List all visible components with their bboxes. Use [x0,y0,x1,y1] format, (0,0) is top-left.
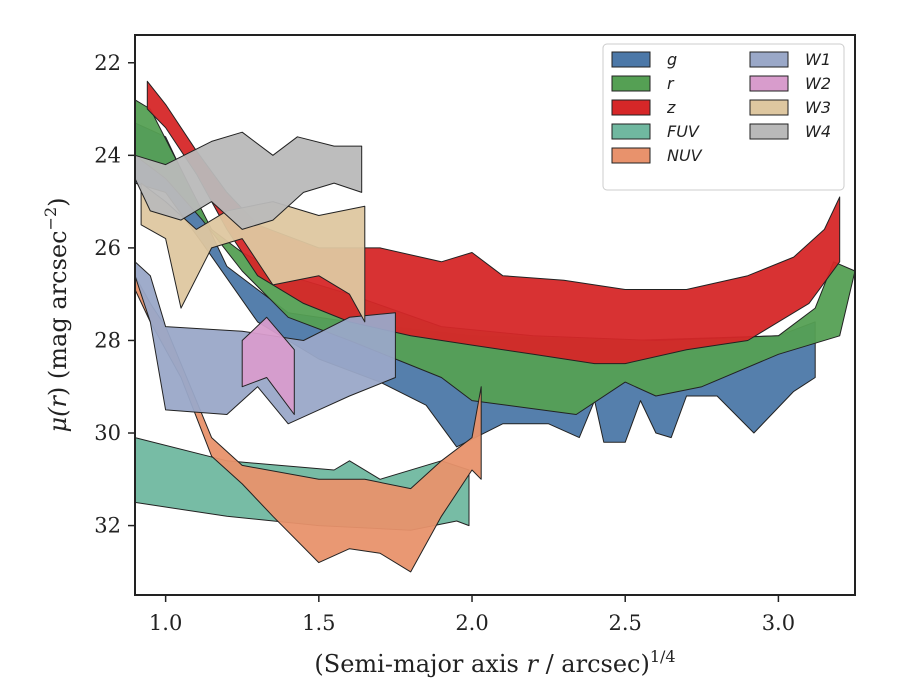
y-tick-label: 30 [94,421,121,445]
legend-swatch-r [611,75,651,92]
data-bands [134,80,856,573]
y-tick-label: 32 [94,514,121,538]
y-tick-label: 28 [94,328,121,352]
legend-label-w4: W4 [805,122,831,141]
x-tick-label: 2.0 [455,611,488,635]
y-axis: 22 24 26 28 30 32 [94,51,135,538]
y-tick-label: 22 [94,51,121,75]
x-tick-label: 2.5 [609,611,642,635]
legend: grz FUV NUV W1 W2 W3 W4 [602,43,845,191]
legend-swatch-g [611,51,651,68]
legend-swatch-w2 [749,75,789,92]
band-w3 [140,182,366,323]
x-tick-label: 1.5 [302,611,335,635]
legend-swatch-z [611,99,651,116]
y-tick-label: 26 [94,236,121,260]
band-nuv [134,275,482,573]
legend-swatch-fuv [611,123,651,140]
legend-label-r: r [667,74,675,93]
band-w4 [134,131,363,230]
plot-frame [134,34,856,596]
legend-label-w1: W1 [805,50,831,69]
legend-label-fuv: FUV [667,122,700,141]
legend-label-z: z [666,98,676,117]
legend-label-w2: W2 [805,74,831,93]
legend-swatch-w1 [749,51,789,68]
legend-label-nuv: NUV [667,146,703,165]
x-tick-label: 3.0 [762,611,795,635]
x-axis: 1.0 1.5 2.0 2.5 3.0 [149,595,795,635]
legend-swatch-w4 [749,123,789,140]
band-w2 [241,316,295,415]
x-tick-label: 1.0 [149,611,182,635]
x-axis-label: (Semi-major axis r / arcsec)1/4 [314,647,675,678]
y-axis-label: μ(r) (mag arcsec−2) [41,197,72,432]
legend-swatch-w3 [749,99,789,116]
legend-label-w3: W3 [805,98,831,117]
y-tick-label: 24 [94,143,121,167]
legend-label-g: g [667,50,677,69]
legend-swatch-nuv [611,147,651,164]
